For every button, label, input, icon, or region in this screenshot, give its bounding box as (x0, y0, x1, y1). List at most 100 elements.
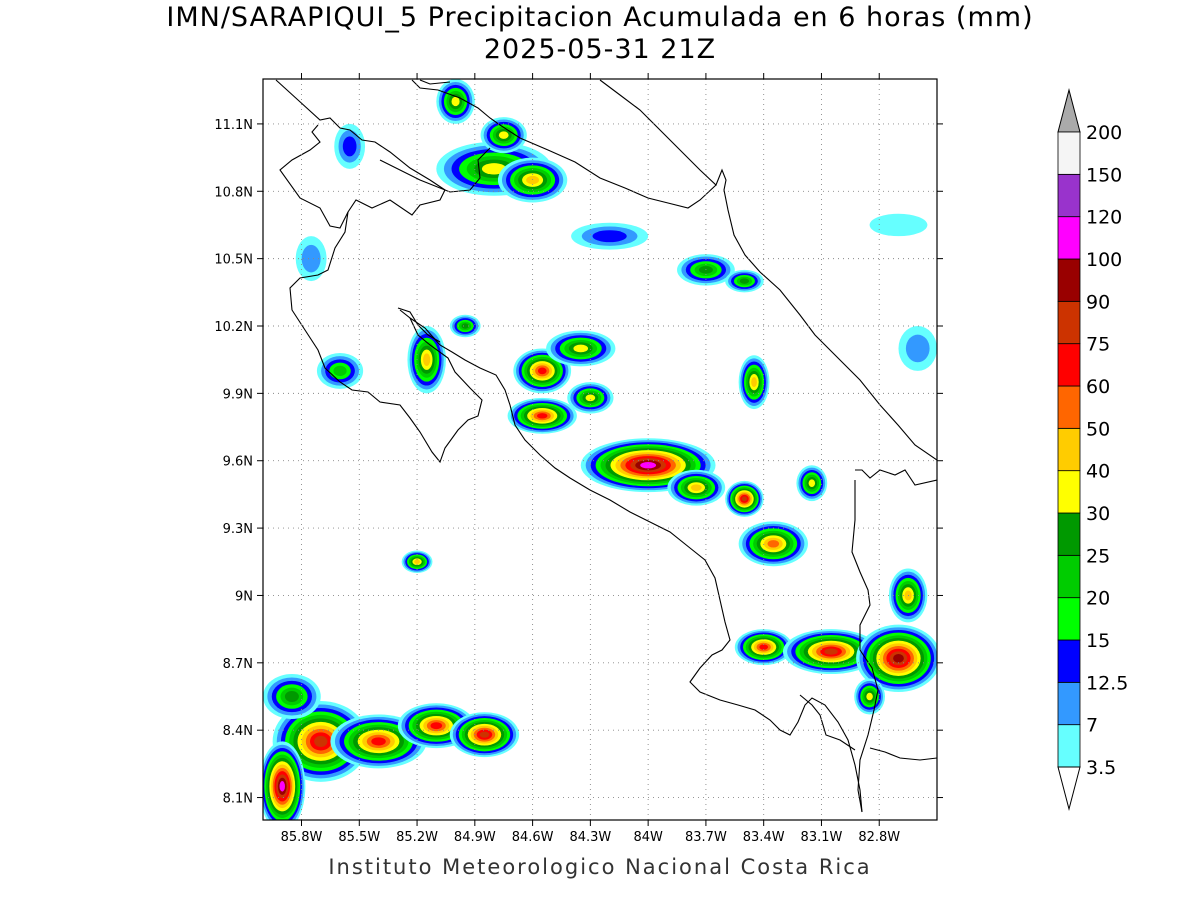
lon-tick-label: 85.5W (338, 830, 380, 845)
map-subtitle: 2025-05-31 21Z (483, 34, 717, 65)
rain-contour (869, 213, 928, 237)
rain-cell (725, 480, 764, 517)
legend-swatch (1057, 427, 1081, 472)
lake-nicaragua (379, 147, 491, 193)
legend-swatch (1057, 639, 1081, 683)
legend-label: 30 (1086, 503, 1110, 525)
pacific-coastline (275, 79, 446, 229)
rain-contour (905, 334, 930, 363)
internal-border (397, 307, 441, 343)
lat-tick-label: 9N (235, 589, 253, 604)
rain-cell (796, 465, 828, 502)
lat-tick-label: 9.6N (223, 455, 253, 470)
rain-cell (334, 123, 366, 169)
legend-label: 60 (1086, 376, 1110, 398)
rain-cell (869, 213, 928, 237)
lon-tick-label: 82.8W (858, 830, 900, 845)
map-title: IMN/SARAPIQUI_5 Precipitacion Acumulada … (166, 2, 1034, 33)
legend-swatch (1057, 131, 1081, 175)
lat-tick-label: 10.8N (214, 185, 253, 200)
legend-under-triangle (1057, 766, 1081, 811)
legend-label: 75 (1086, 334, 1110, 356)
legend-swatch (1057, 343, 1081, 387)
rain-cell (401, 550, 433, 573)
rain-contour (808, 479, 816, 487)
top-edge (419, 79, 451, 85)
lat-tick-label: 9.9N (223, 387, 253, 402)
rain-cell (854, 678, 886, 715)
rain-contour (451, 96, 460, 107)
legend-label: 150 (1086, 164, 1122, 186)
rain-cell (567, 382, 614, 414)
panama-border-south (851, 480, 879, 813)
rain-cell (725, 269, 764, 293)
legend-swatch (1057, 173, 1081, 218)
rain-contour (690, 484, 702, 492)
legend-label: 90 (1086, 291, 1110, 313)
rain-contour (866, 692, 873, 701)
legend-swatch (1057, 554, 1081, 599)
rain-contour (371, 737, 386, 746)
rain-contour (536, 413, 548, 419)
rain-contour (481, 163, 507, 175)
lat-tick-label: 11.1N (214, 118, 253, 133)
rain-contour (284, 691, 299, 702)
axis-ticks: 11.1N 10.8N 10.5N 10.2N 9.9N 9.6N 9.3N 9N 8.7N 8.… (214, 73, 943, 845)
legend-swatch (1057, 512, 1081, 556)
legend-swatch (1057, 597, 1081, 641)
rain-cell (546, 330, 616, 367)
legend-swatch (1057, 216, 1081, 260)
rain-cell (449, 712, 520, 758)
rain-contour (430, 722, 443, 730)
legend-label: 20 (1086, 588, 1110, 610)
legend-swatch (1057, 385, 1081, 429)
rain-contour (893, 654, 904, 663)
lon-tick-label: 85.2W (396, 830, 438, 845)
lat-tick-label: 9.3N (223, 522, 253, 537)
legend-label: 7 (1086, 715, 1098, 737)
lon-tick-label: 83.4W (743, 830, 785, 845)
rain-contour (759, 644, 769, 650)
rain-contour (585, 394, 596, 402)
plot-frame (262, 78, 938, 821)
rain-cell (480, 117, 527, 154)
rain-contour (739, 278, 750, 284)
legend-over-triangle (1057, 88, 1081, 133)
rain-cell (738, 355, 770, 410)
caribbean-coastline (599, 79, 937, 461)
legend-label: 200 (1086, 122, 1122, 144)
legend-label: 50 (1086, 418, 1110, 440)
rain-contour (314, 735, 328, 747)
rain-contour (479, 731, 490, 738)
legend-swatch (1057, 300, 1081, 345)
rain-contour (342, 136, 357, 157)
rain-cell (856, 624, 937, 692)
lat-tick-label: 10.5N (214, 253, 253, 268)
nicoya-coast (289, 211, 483, 464)
lon-tick-label: 84.6W (512, 830, 554, 845)
rain-cell (898, 326, 937, 371)
gulf-of-nicoya (409, 317, 863, 813)
nicaragua-border (411, 79, 717, 209)
lon-tick-label: 84W (633, 830, 663, 845)
rain-cell (571, 222, 649, 250)
coastline (275, 79, 937, 813)
legend-swatch (1057, 681, 1081, 726)
rain-cell (449, 314, 481, 338)
lat-tick-label: 8.1N (223, 792, 253, 807)
rain-contour (537, 367, 547, 375)
rain-cell (513, 348, 572, 394)
rain-cell (734, 629, 793, 666)
lat-tick-label: 8.7N (223, 657, 253, 672)
rain-contour (573, 344, 589, 353)
panama-border (855, 469, 937, 486)
footer-credit: Instituto Meteorologico Nacional Costa R… (328, 855, 872, 879)
rain-cell (436, 79, 475, 124)
rain-contour (640, 462, 657, 469)
rain-contour (741, 496, 748, 502)
rain-contour (751, 377, 757, 388)
legend-label: 40 (1086, 461, 1110, 483)
lon-tick-label: 83.1W (801, 830, 843, 845)
rain-contour (498, 131, 509, 139)
